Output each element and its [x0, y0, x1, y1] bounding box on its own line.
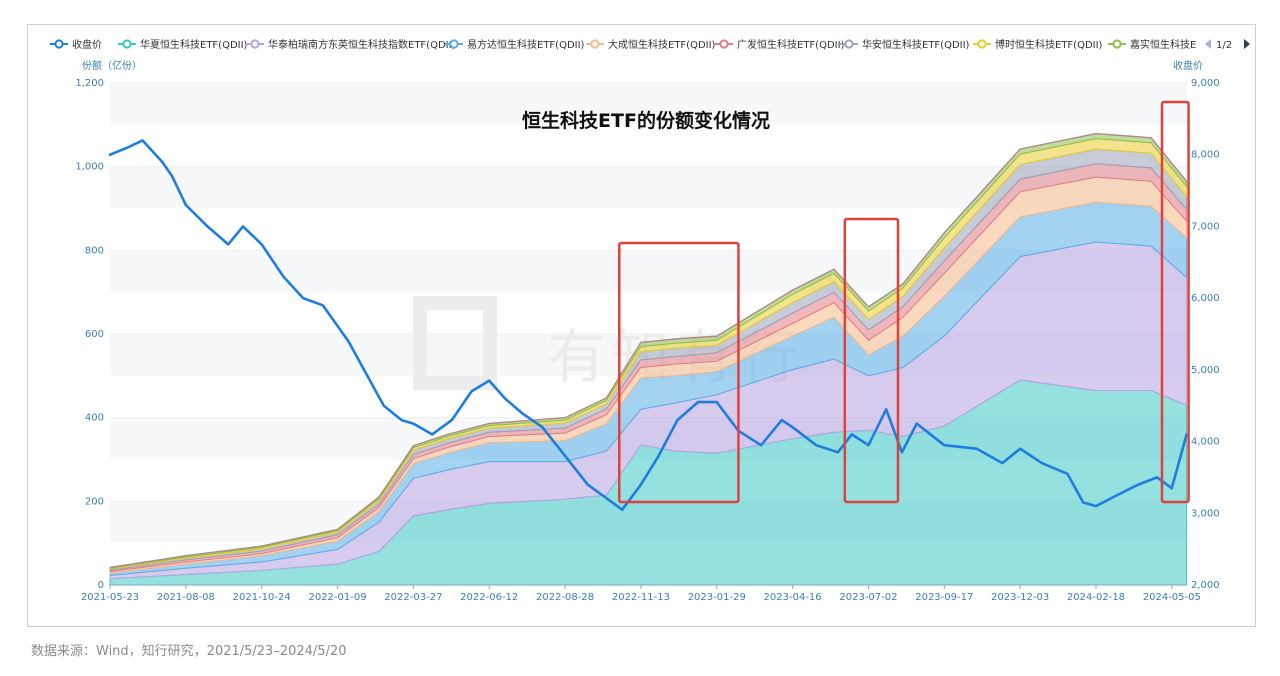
legend-marker-dot[interactable]: [449, 39, 459, 49]
legend-marker-dot[interactable]: [844, 39, 854, 49]
grid-band: [110, 83, 1187, 125]
legend-page-label: 1/2: [1216, 40, 1232, 51]
legend-item-label[interactable]: 华安恒生科技ETF(QDII): [862, 38, 970, 51]
stack-top-outline: [109, 132, 1188, 569]
x-tick-label: 2022-11-13: [612, 592, 670, 603]
legend-item-label[interactable]: 收盘价: [72, 38, 102, 51]
legend-marker-dot[interactable]: [977, 39, 987, 49]
y-right-tick-label: 5,000: [1191, 365, 1220, 376]
legend-item-label[interactable]: 华夏恒生科技ETF(QDII): [140, 38, 248, 51]
legend-item-label[interactable]: 易方达恒生科技ETF(QDII): [467, 38, 585, 51]
legend-next-icon[interactable]: [1244, 39, 1250, 49]
y-right-tick-label: 3,000: [1191, 508, 1220, 519]
legend-marker-dot[interactable]: [54, 39, 64, 49]
y-left-tick-label: 1,000: [75, 162, 104, 173]
highlight-box: [617, 241, 740, 504]
y-left-tick-label: 1,200: [75, 78, 104, 89]
x-tick-label: 2023-09-17: [915, 592, 973, 603]
x-tick-label: 2021-05-23: [81, 592, 139, 603]
highlight-box: [1160, 100, 1190, 504]
y-left-tick-label: 200: [85, 496, 104, 507]
legend-marker-dot[interactable]: [1112, 39, 1122, 49]
legend-item-label[interactable]: 大成恒生科技ETF(QDII): [608, 38, 716, 51]
x-tick-label: 2023-07-02: [839, 592, 897, 603]
legend-item-label[interactable]: 华泰柏瑞南方东英恒生科技指数ETF(QDII): [268, 38, 456, 51]
highlight-box: [843, 217, 900, 504]
x-tick-label: 2023-01-29: [688, 592, 746, 603]
legend-marker-dot[interactable]: [250, 39, 260, 49]
y-right-tick-label: 4,000: [1191, 437, 1220, 448]
x-tick-label: 2022-01-09: [308, 592, 366, 603]
close-price-line: [108, 139, 1188, 511]
y-left-tick-label: 800: [85, 245, 104, 256]
legend-item-label[interactable]: 广发恒生科技ETF(QDII): [737, 38, 845, 51]
x-tick-label: 2023-12-03: [991, 592, 1049, 603]
legend-marker-dot[interactable]: [590, 39, 600, 49]
x-tick-label: 2022-08-28: [536, 592, 594, 603]
legend-item-label[interactable]: 嘉实恒生科技ET: [1130, 38, 1203, 51]
x-tick-label: 2021-10-24: [233, 592, 291, 603]
chart-title: 恒生科技ETF的份额变化情况: [522, 109, 770, 132]
x-tick-label: 2022-06-12: [460, 592, 518, 603]
y-left-tick-label: 600: [85, 329, 104, 340]
y-right-tick-label: 8,000: [1191, 150, 1220, 161]
y-left-tick-label: 400: [85, 413, 104, 424]
legend-item-label[interactable]: 博时恒生科技ETF(QDII): [995, 38, 1103, 51]
y-right-tick-label: 2,000: [1191, 580, 1220, 591]
chart-frame: 有知有行2021-05-232021-08-082021-10-242022-0…: [27, 24, 1256, 627]
y-left-tick-label: 0: [98, 580, 104, 591]
source-note: 数据来源：Wind，知行研究，2021/5/23–2024/5/20: [31, 644, 347, 659]
x-tick-label: 2023-04-16: [764, 592, 822, 603]
x-tick-label: 2024-02-18: [1067, 592, 1125, 603]
x-tick-label: 2024-05-05: [1143, 592, 1201, 603]
y-right-tick-label: 6,000: [1191, 293, 1220, 304]
legend-marker-dot[interactable]: [122, 39, 132, 49]
grid-band: [110, 124, 1187, 167]
chart-svg: 有知有行2021-05-232021-08-082021-10-242022-0…: [50, 33, 1255, 603]
y-right-tick-label: 9,000: [1191, 78, 1220, 89]
y-left-axis-label: 份额（亿份）: [82, 59, 142, 72]
x-tick-label: 2022-03-27: [384, 592, 442, 603]
y-right-tick-label: 7,000: [1191, 221, 1220, 232]
y-right-axis-label: 收盘价: [1173, 59, 1203, 72]
legend-marker-dot[interactable]: [719, 39, 729, 49]
legend-prev-icon[interactable]: [1205, 39, 1211, 49]
x-tick-label: 2021-08-08: [157, 592, 215, 603]
